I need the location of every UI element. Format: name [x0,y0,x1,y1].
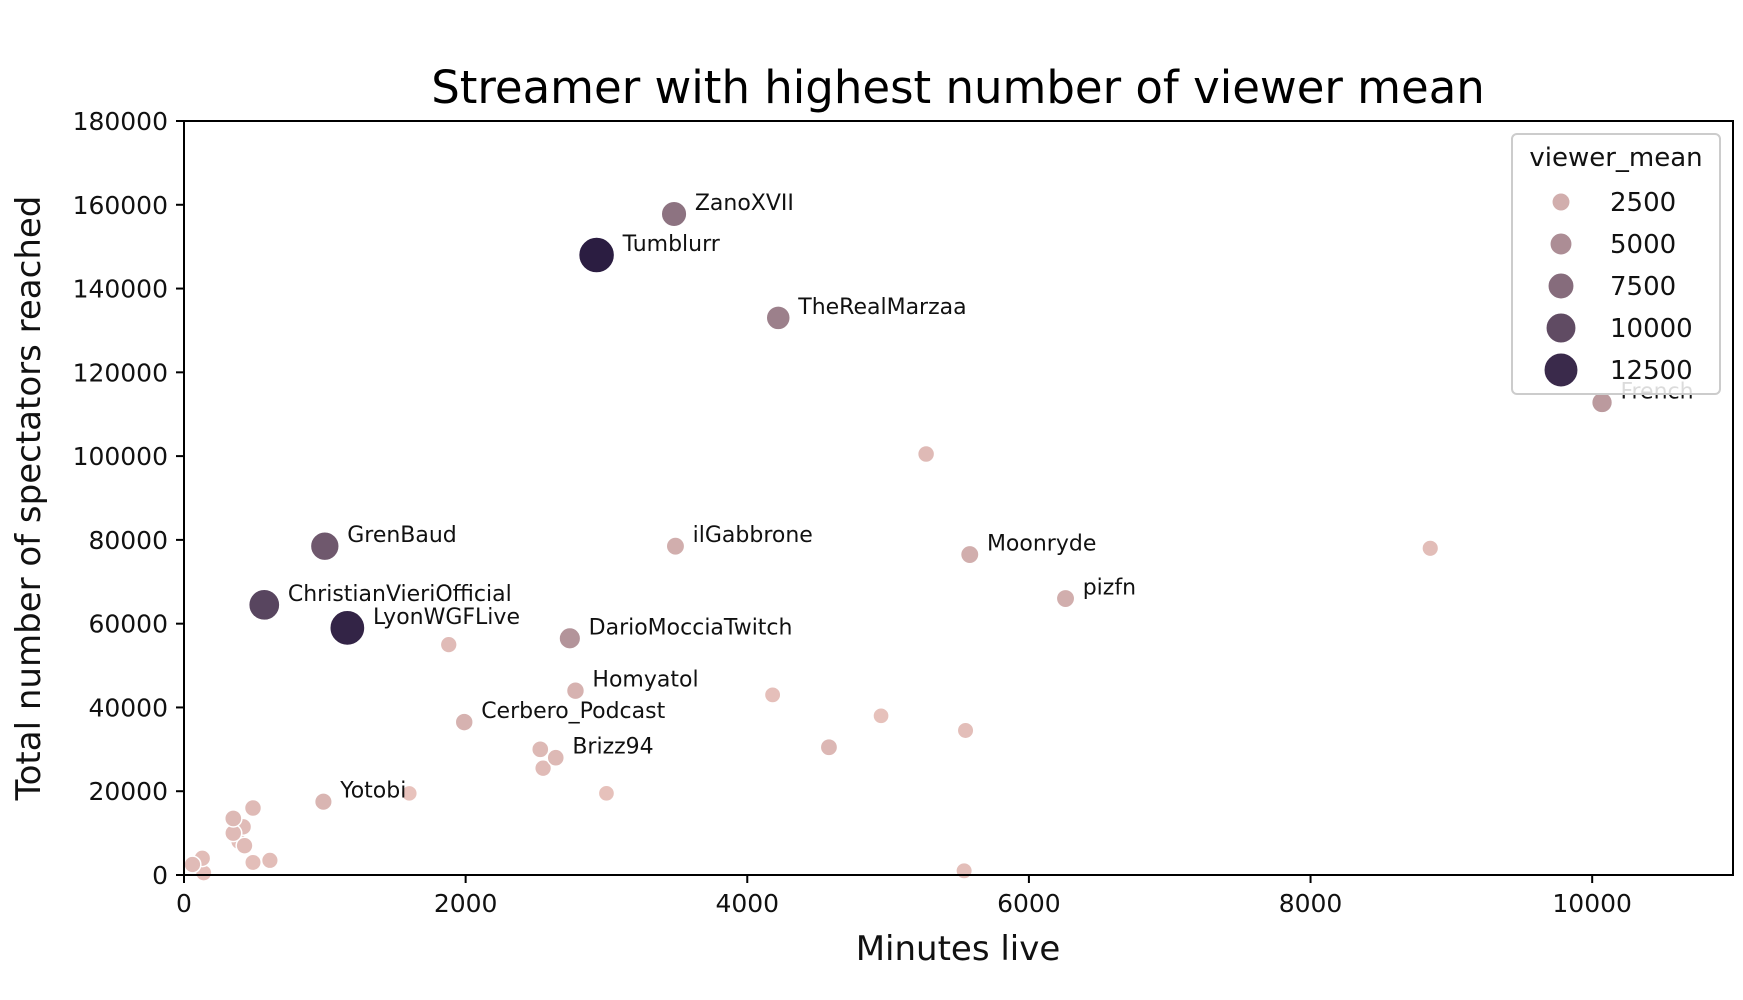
data-point-label: ZanoXVII [695,191,794,216]
data-point [533,759,553,778]
data-point [955,861,974,880]
data-point-label: Tumblurr [622,232,721,257]
data-point-label: Yotobi [339,779,406,804]
data-point [660,200,688,228]
x-tick-label: 4000 [715,889,779,918]
y-tick-label: 160000 [73,191,168,220]
legend-entry-label: 5000 [1610,230,1676,260]
data-point [244,853,262,872]
x-axis-ticks: 0 2000 4000 6000 8000 10000 [176,875,1632,918]
data-point [309,531,340,562]
data-point-label: Brizz94 [572,735,653,760]
data-point [260,851,279,870]
data-point [872,706,890,725]
data-point-label: GrenBaud [347,523,457,548]
y-tick-label: 180000 [73,107,168,136]
data-point-label: Moonryde [987,532,1096,557]
x-tick-label: 10000 [1552,889,1632,918]
data-point [763,685,782,704]
data-point-label: TheRealMarzaa [797,295,966,320]
data-point [183,855,202,874]
x-tick-label: 6000 [997,889,1061,918]
y-axis-ticks: 0 20000 40000 60000 80000 100000 120000 140000 1… [73,107,184,890]
data-point-label: pizfn [1083,576,1136,601]
data-point [530,740,550,759]
data-point-label: ChristianVieriOfficial [288,582,512,607]
data-point [454,712,474,732]
data-point [916,444,936,464]
y-tick-label: 100000 [73,442,168,471]
data-point [1421,539,1440,558]
legend-entries: 2500 5000 7500 10000 12500 [1543,188,1693,388]
x-tick-label: 2000 [434,889,498,918]
y-tick-label: 40000 [88,693,168,722]
legend-marker [1545,312,1577,344]
point-labels: ZanoXVIITumblurrTheRealMarzaaFrenchGrenB… [288,191,1694,804]
x-tick-label: 8000 [1279,889,1343,918]
data-point [235,836,254,855]
data-point [328,609,366,647]
legend: viewer_mean 2500 5000 7500 10000 12500 [1511,133,1721,395]
legend-title: viewer_mean [1529,143,1702,173]
legend-marker [1549,232,1573,256]
x-tick-label: 0 [176,889,192,918]
y-tick-label: 60000 [88,610,168,639]
data-point [439,635,458,654]
legend-marker [1547,272,1575,300]
data-point [956,721,975,740]
data-point [400,784,419,803]
data-point-label: DarioMocciaTwitch [589,615,793,640]
data-point [1055,588,1076,609]
data-point [665,536,686,557]
data-point [819,737,839,757]
legend-marker [1543,352,1579,388]
data-point [247,588,281,622]
data-point [577,236,616,274]
y-axis-label: Total number of spectators reached [9,196,49,802]
data-point-label: ilGabbrone [693,523,813,548]
data-point [765,305,792,331]
chart-title: Streamer with highest number of viewer m… [431,61,1485,114]
data-point [223,809,243,828]
legend-marker [1551,192,1571,212]
data-point [1590,391,1614,414]
legend-entry-label: 10000 [1610,314,1693,344]
plot-frame [183,120,1734,876]
data-point [597,784,616,803]
y-tick-label: 20000 [88,777,168,806]
data-point [558,626,582,650]
data-point [243,798,263,818]
data-point [546,748,566,768]
data-points [183,200,1614,882]
data-point-label: Homyatol [592,668,698,693]
data-point-label: Cerbero_Podcast [481,699,665,724]
x-axis-label: Minutes live [856,929,1061,969]
data-point [565,680,586,701]
legend-entry-label: 12500 [1610,356,1693,386]
data-point [959,544,980,565]
legend-entry-label: 7500 [1610,272,1676,302]
data-point [313,792,333,812]
y-tick-label: 120000 [73,358,168,387]
legend-box [1511,133,1721,395]
y-tick-label: 0 [152,861,168,890]
legend-entry-label: 2500 [1610,188,1676,218]
y-tick-label: 140000 [73,275,168,304]
data-point-label: LyonWGFLive [373,605,520,630]
y-tick-label: 80000 [88,526,168,555]
